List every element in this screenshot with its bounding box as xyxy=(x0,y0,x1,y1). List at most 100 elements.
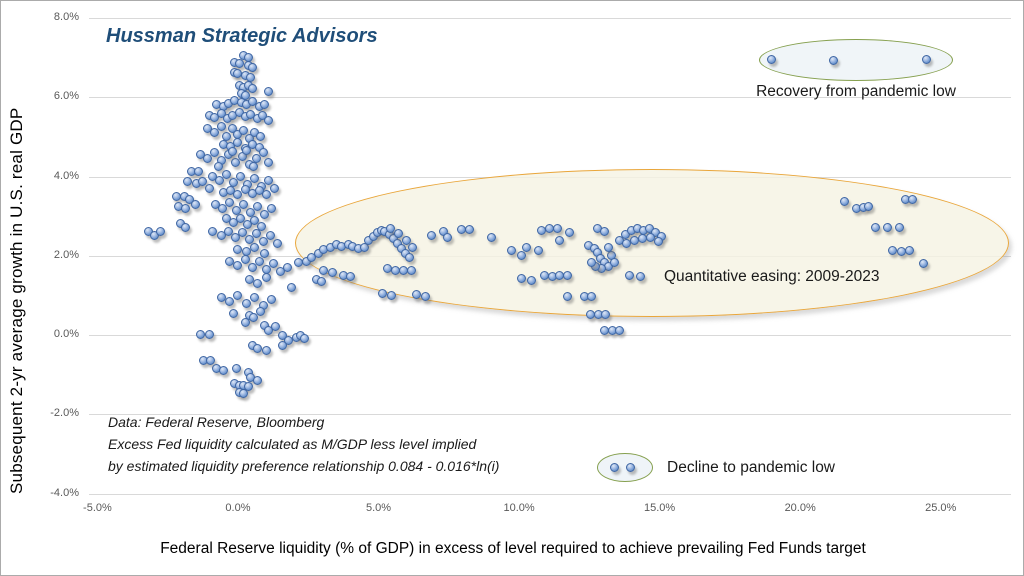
data-point-main-history xyxy=(282,263,292,273)
x-tick-label: 20.0% xyxy=(784,502,816,514)
data-point-main-history xyxy=(209,128,219,138)
data-point-quantitative-easing-2009-2023 xyxy=(840,196,850,206)
data-point-main-history xyxy=(248,63,258,73)
data-point-main-history xyxy=(230,158,240,168)
data-point-quantitative-easing-2009-2023 xyxy=(624,271,634,281)
data-point-main-history xyxy=(241,298,251,308)
data-point-quantitative-easing-2009-2023 xyxy=(562,292,572,302)
data-point-quantitative-easing-2009-2023 xyxy=(554,235,564,245)
data-point-quantitative-easing-2009-2023 xyxy=(316,277,326,286)
data-point-main-history xyxy=(283,336,293,346)
data-point-main-history xyxy=(255,132,265,142)
decline-annotation-label: Decline to pandemic low xyxy=(667,459,836,476)
data-point-recovery-from-pandemic-low xyxy=(922,54,932,64)
data-point-quantitative-easing-2009-2023 xyxy=(864,202,874,212)
data-point-main-history xyxy=(270,322,280,332)
data-point-main-history xyxy=(270,183,280,193)
data-point-main-history xyxy=(252,376,262,386)
x-tick-label: 10.0% xyxy=(503,502,535,514)
data-point-main-history xyxy=(216,231,226,241)
data-point-main-history xyxy=(225,296,235,306)
data-point-main-history xyxy=(299,334,309,344)
data-point-quantitative-easing-2009-2023 xyxy=(526,275,536,285)
data-point-quantitative-easing-2009-2023 xyxy=(359,242,369,252)
gridline xyxy=(89,97,1011,99)
data-point-main-history xyxy=(216,292,226,302)
data-point-quantitative-easing-2009-2023 xyxy=(614,326,624,336)
data-point-main-history xyxy=(286,282,296,292)
data-point-quantitative-easing-2009-2023 xyxy=(908,194,918,204)
data-point-main-history xyxy=(236,172,246,181)
data-point-main-history xyxy=(244,235,254,245)
data-point-main-history xyxy=(250,292,260,302)
data-point-main-history xyxy=(248,162,258,172)
decline-ellipse xyxy=(597,452,654,482)
data-point-quantitative-easing-2009-2023 xyxy=(636,271,645,281)
data-point-quantitative-easing-2009-2023 xyxy=(552,223,562,233)
data-point-quantitative-easing-2009-2023 xyxy=(600,309,610,319)
data-point-main-history xyxy=(248,97,258,107)
data-point-main-history xyxy=(231,364,241,374)
data-point-quantitative-easing-2009-2023 xyxy=(883,223,893,233)
y-tick-label: -4.0% xyxy=(50,486,79,499)
data-point-main-history xyxy=(264,116,274,126)
data-source-footnote: Data: Federal Reserve, Bloomberg Excess … xyxy=(108,411,499,477)
x-tick-label: 25.0% xyxy=(925,502,957,514)
data-point-decline-to-pandemic-low xyxy=(609,462,619,472)
data-point-main-history xyxy=(230,233,240,243)
data-point-main-history xyxy=(229,308,239,318)
data-point-main-history xyxy=(233,189,243,199)
data-point-recovery-from-pandemic-low xyxy=(767,54,776,64)
data-point-main-history xyxy=(258,110,268,120)
data-point-main-history xyxy=(275,267,285,277)
data-point-quantitative-easing-2009-2023 xyxy=(377,288,387,298)
x-tick-label: 5.0% xyxy=(365,502,392,514)
data-point-main-history xyxy=(248,312,258,322)
data-point-main-history xyxy=(233,138,243,148)
data-point-main-history xyxy=(278,341,288,351)
data-point-main-history xyxy=(248,84,258,94)
data-point-quantitative-easing-2009-2023 xyxy=(654,236,663,246)
data-point-quantitative-easing-2009-2023 xyxy=(328,267,338,277)
gridline xyxy=(89,335,1011,336)
data-point-main-history xyxy=(205,183,215,193)
data-point-main-history xyxy=(263,86,273,96)
data-point-main-history xyxy=(261,273,271,283)
data-point-main-history xyxy=(237,228,247,238)
data-point-main-history xyxy=(253,278,263,288)
y-tick-label: 2.0% xyxy=(53,248,79,261)
data-point-main-history xyxy=(197,177,207,187)
data-point-main-history xyxy=(264,158,274,168)
data-point-main-history xyxy=(260,209,270,219)
data-point-main-history xyxy=(183,177,193,187)
data-point-main-history xyxy=(258,148,268,158)
gridline xyxy=(89,493,1011,495)
data-point-main-history xyxy=(225,197,235,207)
chart-title: Hussman Strategic Advisors xyxy=(106,25,378,47)
data-point-quantitative-easing-2009-2023 xyxy=(905,246,915,256)
data-point-main-history xyxy=(261,189,271,199)
gridline xyxy=(89,414,1011,416)
data-point-main-history xyxy=(267,294,277,304)
data-point-quantitative-easing-2009-2023 xyxy=(442,233,452,243)
data-point-main-history xyxy=(181,204,191,214)
data-point-main-history xyxy=(234,59,244,69)
data-point-quantitative-easing-2009-2023 xyxy=(393,229,403,239)
data-point-main-history xyxy=(254,257,264,267)
data-point-quantitative-easing-2009-2023 xyxy=(406,265,416,275)
data-point-main-history xyxy=(213,162,223,172)
data-point-quantitative-easing-2009-2023 xyxy=(521,242,531,252)
y-tick-label: 0.0% xyxy=(53,328,79,340)
data-point-quantitative-easing-2009-2023 xyxy=(464,225,474,235)
data-point-quantitative-easing-2009-2023 xyxy=(586,292,596,302)
data-point-main-history xyxy=(202,154,212,164)
data-point-main-history xyxy=(253,343,263,353)
data-point-main-history xyxy=(241,90,251,100)
data-point-quantitative-easing-2009-2023 xyxy=(407,242,417,252)
data-point-main-history xyxy=(240,317,250,327)
data-point-quantitative-easing-2009-2023 xyxy=(401,235,411,245)
data-point-main-history xyxy=(208,227,218,237)
data-point-quantitative-easing-2009-2023 xyxy=(346,271,356,281)
footnote-line-1: Data: Federal Reserve, Bloomberg xyxy=(108,414,325,430)
